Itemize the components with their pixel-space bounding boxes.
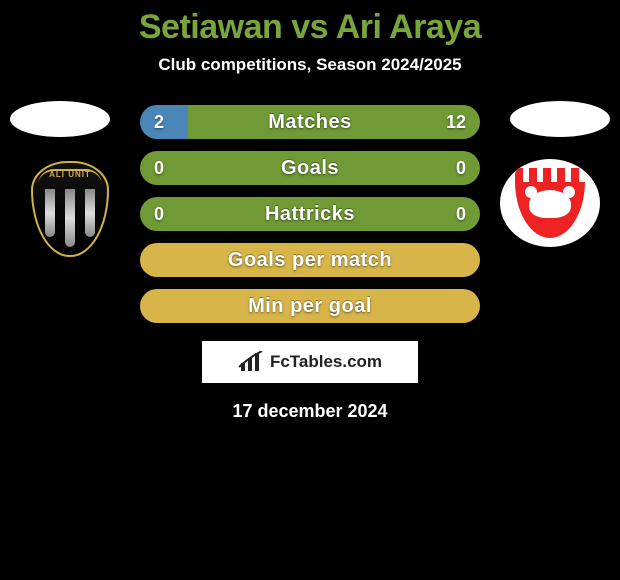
club-logo-left: ALI UNIT <box>20 159 120 259</box>
shield-text: ALI UNIT <box>33 170 107 179</box>
stat-bars: Matches 2 12 Goals 0 0 Hattricks 0 0 Goals per ma… <box>140 105 480 323</box>
stat-bar: Goals 0 0 <box>140 151 480 185</box>
brand-box: FcTables.com <box>202 341 418 383</box>
page-title: Setiawan vs Ari Araya <box>0 0 620 47</box>
bull-shield-icon <box>512 165 588 241</box>
bar-value-left: 2 <box>154 112 164 133</box>
club-logo-right <box>500 159 600 247</box>
subtitle: Club competitions, Season 2024/2025 <box>0 55 620 75</box>
bar-value-left: 0 <box>154 204 164 225</box>
bar-value-left: 0 <box>154 158 164 179</box>
stat-bar: Min per goal <box>140 289 480 323</box>
player-photo-placeholder-right <box>510 101 610 137</box>
bar-label: Goals per match <box>228 249 392 272</box>
date-text: 17 december 2024 <box>0 401 620 422</box>
player-photo-placeholder-left <box>10 101 110 137</box>
bar-label: Goals <box>281 157 339 180</box>
bar-label: Matches <box>268 111 352 134</box>
stat-bar: Hattricks 0 0 <box>140 197 480 231</box>
bar-label: Min per goal <box>248 295 372 318</box>
stat-bar: Goals per match <box>140 243 480 277</box>
stats-area: ALI UNIT Matches212Goals00Hattricks00Goa… <box>0 105 620 323</box>
chart-icon <box>238 351 266 373</box>
stat-bar: Matches 2 12 <box>140 105 480 139</box>
shield-icon: ALI UNIT <box>20 159 120 259</box>
bar-value-right: 0 <box>456 204 466 225</box>
brand-text: FcTables.com <box>270 352 382 372</box>
bar-label: Hattricks <box>265 203 355 226</box>
bar-value-right: 12 <box>446 112 466 133</box>
bar-value-right: 0 <box>456 158 466 179</box>
